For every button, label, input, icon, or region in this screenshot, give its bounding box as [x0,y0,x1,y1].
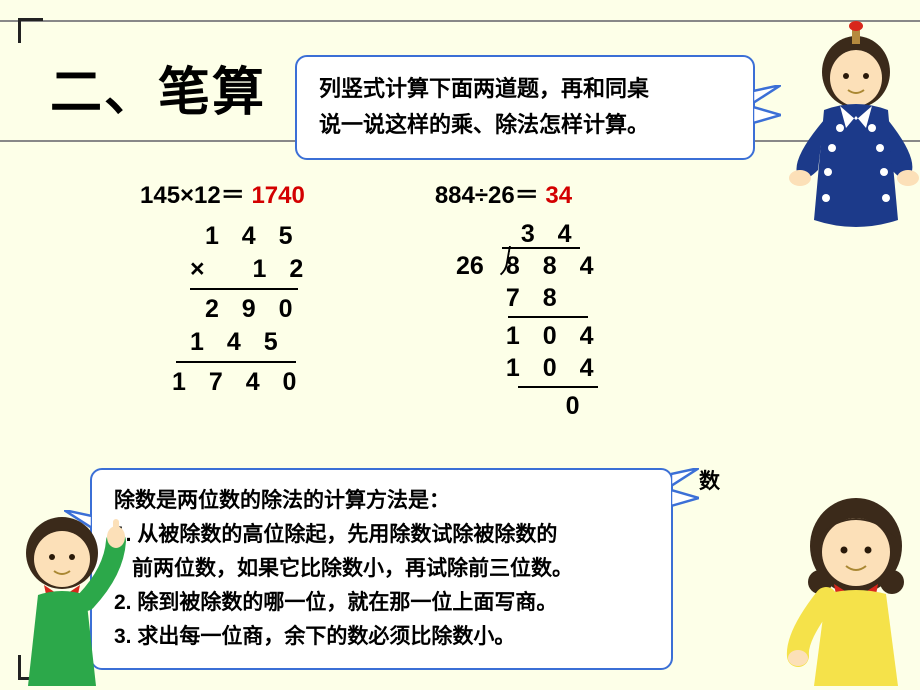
bottom-line-3: 2. 除到被除数的哪一位，就在那一位上面写商。 [114,586,649,620]
problems-row: 145×12＝ 1740 884÷26＝ 34 [140,175,770,210]
bubble-top-line1: 列竖式计算下面两道题，再和同桌 [319,71,731,107]
mult-row-4: 1 4 5 [190,326,311,359]
problem-2-answer: 34 [545,182,572,209]
girl-top-illustration [780,20,920,250]
vertical-multiplication: 1 4 5 × 1 2 2 9 0 1 4 5 1 7 4 0 [190,220,311,399]
bubble-tail-right-icon [671,468,699,508]
bottom-line-2: 1. 从被除数的高位除起，先用除数试除被除数的 [114,518,649,552]
div-step-2: 1 0 4 [476,320,602,352]
div-rule-1 [508,316,588,318]
mult-rule-2 [176,361,296,363]
bubble-top-line2: 说一说这样的乘、除法怎样计算。 [319,107,731,143]
occluded-text: 数 [699,465,720,495]
mult-row-5: 1 7 4 0 [172,366,311,399]
div-rule-2 [518,386,598,388]
girl-bottom-illustration [776,486,920,686]
div-step-3: 1 0 4 [476,352,602,384]
long-division: 3 4 26 8 8 4 7 8 1 0 4 1 0 4 0 [470,218,602,422]
bottom-line-4: 3. 求出每一位商，余下的数必须比除数小。 [114,620,649,654]
speech-bubble-top: 列竖式计算下面两道题，再和同桌 说一说这样的乘、除法怎样计算。 [295,55,755,160]
problem-2: 884÷26＝ 34 [435,175,572,210]
mult-rule-1 [190,288,298,290]
bottom-line-1: 除数是两位数的除法的计算方法是： [114,484,649,518]
div-step-1: 7 8 [476,282,602,314]
problem-1: 145×12＝ 1740 [140,175,305,210]
section-title: 二、笔算 [50,50,266,125]
bottom-line-2b: 前两位数，如果它比除数小，再试除前三位数。 [114,552,649,586]
problem-1-expr: 145×12＝ [140,182,245,209]
boy-bottom-illustration [0,501,128,686]
div-step-4: 0 [476,390,602,422]
problem-1-answer: 1740 [251,182,304,209]
bubble-tail-icon [753,85,781,125]
mult-row-3: 2 9 0 [190,293,311,326]
problem-2-expr: 884÷26＝ [435,182,539,209]
div-divisor: 26 [456,250,484,282]
speech-bubble-bottom: 除数是两位数的除法的计算方法是： 1. 从被除数的高位除起，先用除数试除被除数的… [90,468,673,670]
mult-row-2: × 1 2 [190,253,311,286]
mult-row-1: 1 4 5 [190,220,311,253]
div-dividend: 8 8 4 [476,252,602,280]
crop-mark-top-left [18,18,43,43]
